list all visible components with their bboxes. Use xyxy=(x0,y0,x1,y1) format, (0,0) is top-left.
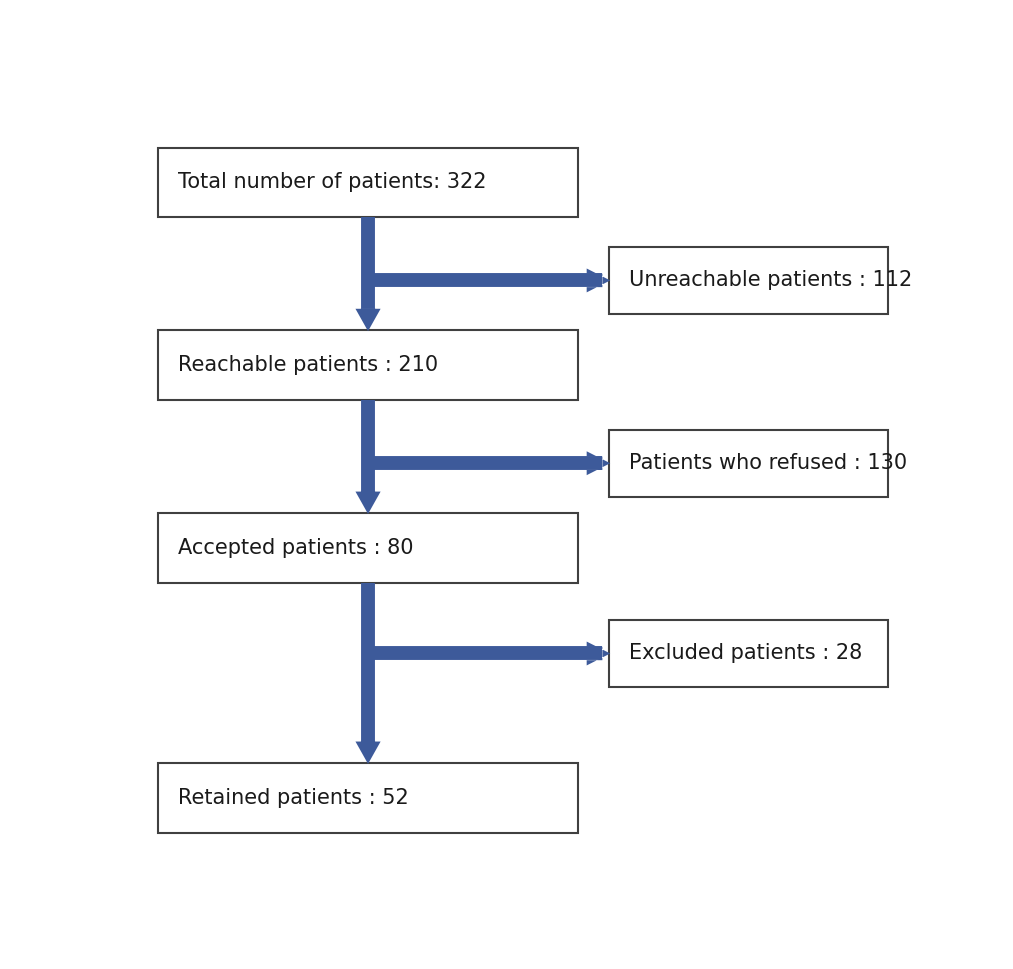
Bar xyxy=(158,764,578,832)
Bar xyxy=(610,247,888,314)
Text: Unreachable patients : 112: Unreachable patients : 112 xyxy=(629,270,913,291)
FancyArrow shape xyxy=(587,641,610,666)
FancyArrow shape xyxy=(587,268,610,293)
FancyArrow shape xyxy=(587,452,610,475)
FancyArrow shape xyxy=(356,740,381,764)
Text: Retained patients : 52: Retained patients : 52 xyxy=(177,788,408,808)
Text: Accepted patients : 80: Accepted patients : 80 xyxy=(177,538,413,558)
Text: Excluded patients : 28: Excluded patients : 28 xyxy=(629,643,862,664)
Bar xyxy=(610,429,888,497)
FancyArrow shape xyxy=(356,308,381,331)
Bar xyxy=(158,514,578,582)
Text: Patients who refused : 130: Patients who refused : 130 xyxy=(629,453,908,473)
Text: Reachable patients : 210: Reachable patients : 210 xyxy=(177,355,438,375)
Bar xyxy=(610,620,888,687)
FancyArrow shape xyxy=(356,491,381,514)
Bar xyxy=(158,147,578,217)
Bar xyxy=(158,330,578,400)
Text: Total number of patients: 322: Total number of patients: 322 xyxy=(177,172,486,192)
